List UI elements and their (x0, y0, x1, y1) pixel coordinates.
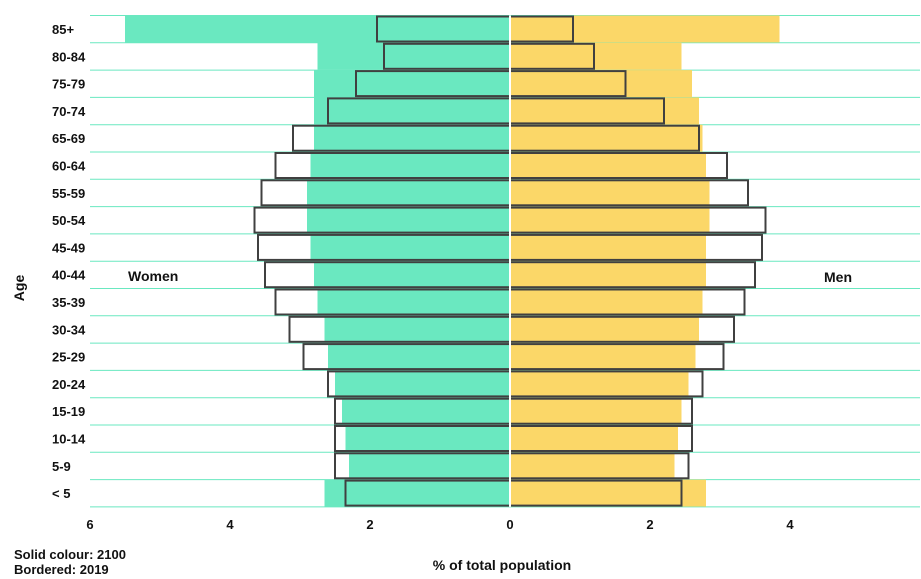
men-label: Men (824, 269, 852, 285)
women-2100-bar-40-44 (314, 261, 510, 289)
women-2100-bar-5-9 (349, 452, 510, 480)
legend-solid-note: Solid colour: 2100 (14, 547, 126, 562)
women-2100-bar-80-84 (317, 42, 510, 70)
women-label: Women (128, 268, 178, 284)
age-tick-label: 10-14 (52, 432, 86, 447)
age-tick-label: 60-64 (52, 159, 86, 174)
x-tick-label: 6 (86, 517, 93, 532)
women-2100-bar-45-49 (310, 233, 510, 261)
x-tick-label: 2 (646, 517, 653, 532)
x-tick-labels: 6 4 2 0 2 4 (86, 517, 794, 532)
age-tick-label: 25-29 (52, 350, 85, 365)
women-2100-bar-85+ (125, 15, 510, 43)
men-2100-bar-80-84 (510, 42, 682, 70)
age-tick-label: 55-59 (52, 186, 85, 201)
men-2100-bar-40-44 (510, 261, 706, 289)
age-tick-label: 75-79 (52, 77, 85, 92)
men-2100-bar-75-79 (510, 70, 692, 98)
age-tick-label: 5-9 (52, 459, 71, 474)
women-2100-bar-60-64 (310, 152, 510, 179)
x-tick-label: 2 (366, 517, 373, 532)
women-2100-bar-30-34 (324, 315, 510, 343)
men-2100-bar-70-74 (510, 97, 699, 125)
y-axis-label: Age (11, 275, 27, 302)
men-2100-bar-35-39 (510, 288, 703, 316)
age-tick-label: 70-74 (52, 104, 86, 119)
women-2100-bar-15-19 (342, 397, 510, 425)
legend-bordered-note: Bordered: 2019 (14, 562, 109, 577)
women-2100-bar-75-79 (314, 70, 510, 98)
x-tick-label: 4 (226, 517, 234, 532)
x-tick-label: 4 (786, 517, 794, 532)
men-2100-bar-30-34 (510, 315, 699, 343)
x-axis-label: % of total population (433, 557, 571, 573)
women-2100-bar-25-29 (328, 343, 510, 371)
age-tick-label: 40-44 (52, 268, 86, 283)
age-tick-label: 80-84 (52, 49, 86, 64)
men-2100-bar-15-19 (510, 397, 682, 425)
men-2100-bar-65-69 (510, 124, 703, 152)
men-2100-bar-20-24 (510, 370, 689, 398)
women-2100-bar-< 5 (324, 479, 510, 507)
solid-bars-2100 (125, 15, 780, 507)
age-tick-label: 20-24 (52, 377, 86, 392)
age-tick-label: 65-69 (52, 131, 85, 146)
men-2100-bar-10-14 (510, 425, 678, 452)
women-2100-bar-55-59 (307, 179, 510, 207)
men-2100-bar-85+ (510, 15, 780, 43)
x-tick-label: 0 (506, 517, 513, 532)
age-tick-label: 15-19 (52, 404, 85, 419)
age-tick-label: 45-49 (52, 240, 85, 255)
women-2100-bar-50-54 (307, 206, 510, 234)
men-2100-bar-50-54 (510, 206, 710, 234)
men-2100-bar-60-64 (510, 152, 706, 179)
age-tick-label: 85+ (52, 22, 74, 37)
men-2100-bar-5-9 (510, 452, 675, 480)
age-tick-label: < 5 (52, 486, 70, 501)
men-2100-bar-25-29 (510, 343, 696, 371)
women-2100-bar-35-39 (317, 288, 510, 316)
men-2100-bar-< 5 (510, 479, 706, 507)
women-2100-bar-70-74 (314, 97, 510, 125)
age-tick-label: 50-54 (52, 213, 86, 228)
women-2100-bar-20-24 (335, 370, 510, 398)
women-2100-bar-10-14 (345, 425, 510, 452)
age-tick-label: 30-34 (52, 322, 86, 337)
men-2100-bar-55-59 (510, 179, 710, 207)
men-2100-bar-45-49 (510, 233, 706, 261)
age-tick-label: 35-39 (52, 295, 85, 310)
age-tick-labels: 85+ 80-84 75-79 70-74 65-69 60-64 55-59 50-54 45… (52, 22, 86, 501)
women-2100-bar-65-69 (314, 124, 510, 152)
